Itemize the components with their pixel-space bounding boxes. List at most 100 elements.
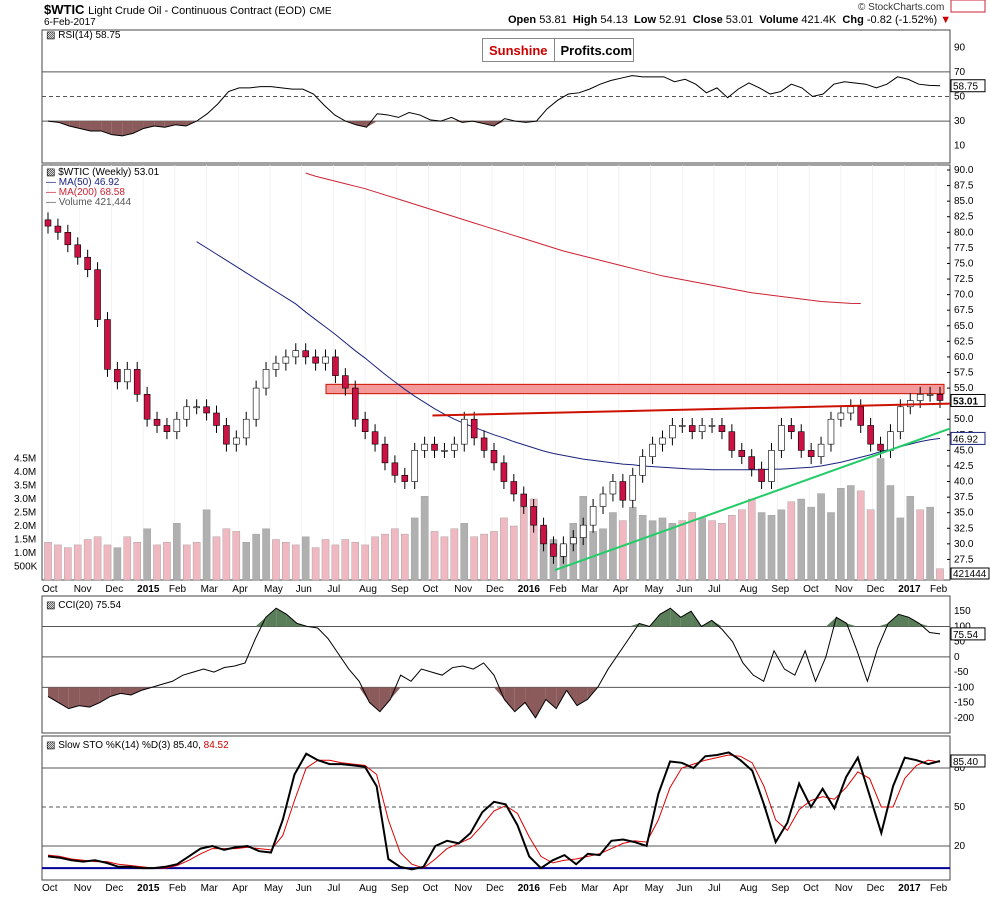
x-axis-label: 2016	[518, 584, 541, 595]
cci-tick-label: 100	[954, 621, 971, 632]
sto-last-box	[950, 754, 986, 768]
price-last-box	[950, 393, 986, 407]
x-axis-label: Oct	[423, 584, 439, 595]
candle-body	[629, 475, 637, 501]
volume-bar	[886, 485, 895, 581]
candle-body	[64, 232, 72, 246]
volume-bar	[648, 520, 657, 581]
candle-body	[242, 418, 250, 439]
volume-bar	[450, 528, 459, 581]
price-tick-label: 87.5	[954, 181, 974, 192]
volume-bar	[44, 542, 52, 581]
x-axis-label: Dec	[486, 584, 504, 595]
x-axis-label: Nov	[835, 883, 853, 894]
candle-body	[133, 369, 141, 395]
candle-body	[926, 394, 934, 396]
volume-bar	[301, 536, 310, 581]
cci-overbought-fill	[888, 614, 899, 627]
volume-tick-label: 4.5M	[14, 454, 36, 465]
price-tick-label: 32.5	[954, 523, 974, 534]
rsi-oversold-fill	[122, 121, 133, 136]
volume-bar	[64, 547, 72, 581]
candle-body	[847, 406, 855, 414]
candle-body	[322, 356, 329, 364]
volume-bar	[906, 496, 915, 581]
rsi-oversold-fill	[101, 121, 112, 135]
candle-body	[114, 369, 121, 383]
volume-bar	[936, 568, 944, 581]
x-axis-label: Sep	[391, 883, 409, 894]
candle-body	[312, 356, 319, 364]
resistance-zone	[325, 383, 945, 395]
cci-tick-label: 150	[954, 606, 971, 617]
candle-body	[441, 450, 448, 452]
cci-oversold-fill	[130, 687, 142, 695]
price-tick-label: 45.0	[954, 445, 974, 456]
cci-oversold-fill	[504, 687, 515, 712]
x-axis-label: Feb	[549, 584, 567, 595]
cci-oversold-fill	[68, 687, 80, 709]
rsi-legend: ▨ RSI(14) 58.75	[46, 30, 121, 41]
candle-body	[679, 425, 686, 427]
volume-bar	[708, 520, 716, 581]
candle-body	[173, 418, 181, 432]
volume-bar	[519, 506, 528, 581]
volume-bar	[361, 544, 369, 581]
cci-overbought-fill	[825, 617, 837, 627]
candle-body	[183, 406, 191, 420]
x-axis-label: 2015	[137, 883, 160, 894]
cci-last-value: 75.54	[953, 630, 978, 641]
candle-body	[768, 450, 775, 482]
x-axis-label: 2017	[898, 584, 921, 595]
candle-body	[213, 412, 220, 426]
cci-overbought-fill	[276, 608, 287, 627]
volume-bar	[351, 542, 360, 581]
rsi-last-value: 58.75	[953, 82, 978, 93]
sto-d-line	[47, 754, 941, 869]
candle-body	[94, 269, 101, 320]
volume-bar	[856, 490, 865, 581]
price-tick-label: 82.5	[954, 212, 974, 223]
sunshine-profits-logo: Sunshine Profits.com	[482, 38, 634, 62]
price-tick-label: 67.5	[954, 305, 974, 316]
candle-body	[560, 543, 567, 557]
candle-body	[203, 406, 210, 414]
volume-bar	[420, 496, 429, 581]
rsi-tick-label: 10	[954, 141, 966, 152]
x-axis-label: Oct	[803, 584, 819, 595]
low-value: 52.91	[659, 14, 687, 26]
rsi-oversold-fill	[164, 121, 176, 128]
x-axis-label: 2017	[898, 883, 921, 894]
volume-bar	[440, 536, 449, 581]
candle-body	[619, 481, 627, 501]
candle-body	[599, 493, 607, 507]
x-axis-label: Aug	[740, 883, 758, 894]
x-axis-label: Dec	[105, 584, 123, 595]
candle-body	[589, 506, 597, 526]
ma200-line	[305, 172, 861, 304]
x-axis-label: Feb	[169, 883, 187, 894]
volume-tick-label: 500K	[14, 562, 38, 573]
candle-body	[401, 475, 409, 482]
x-axis-label: Nov	[74, 584, 92, 595]
exchange-label: CME	[309, 6, 332, 17]
volume-bar	[757, 512, 766, 581]
candle-body	[84, 256, 91, 270]
volume-bar	[480, 533, 488, 581]
cci-oversold-fill	[545, 687, 557, 709]
candle-body	[579, 524, 587, 538]
candle-body	[361, 418, 369, 432]
cci-overbought-fill	[898, 614, 909, 627]
candle-body	[530, 506, 537, 526]
candle-body	[282, 356, 290, 364]
price-last-value: 46.92	[953, 434, 978, 445]
price-tick-label: 90.0	[954, 165, 974, 176]
volume-bar	[321, 539, 330, 581]
resistance-trendline	[432, 402, 951, 417]
volume-bar	[837, 488, 845, 581]
candle-body	[778, 425, 785, 451]
price-tick-label: 62.5	[954, 336, 974, 347]
x-axis-label: Sep	[771, 883, 789, 894]
price-tick-label: 40.0	[954, 477, 974, 488]
volume-bar	[490, 531, 498, 581]
